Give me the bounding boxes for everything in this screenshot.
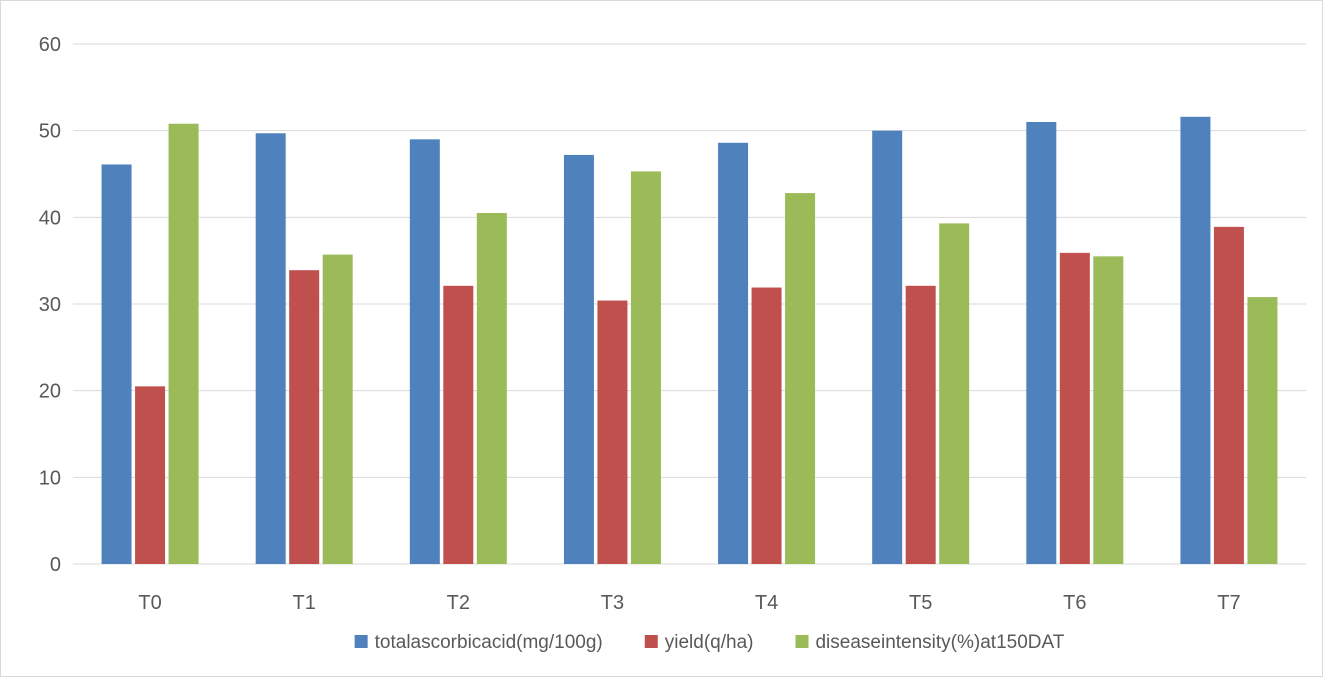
y-tick-label: 10 xyxy=(39,467,61,489)
x-tick-label: T5 xyxy=(909,592,932,614)
legend-swatch xyxy=(354,635,368,648)
legend-item: diseaseintensity(%)at150DAT xyxy=(795,632,1065,653)
y-tick-label: 50 xyxy=(39,121,61,143)
legend-label: totalascorbicacid(mg/100g) xyxy=(375,632,603,653)
bar-T0-series-0 xyxy=(101,164,132,564)
bar-T3-series-0 xyxy=(563,154,594,564)
y-tick-label: 0 xyxy=(50,554,61,576)
bar-T5-series-2 xyxy=(939,223,970,564)
bar-T6-series-0 xyxy=(1026,122,1057,564)
x-axis-tick-labels: T0 T1 T2 T3 T4 T5 T6 T7 xyxy=(138,592,1240,614)
bar-T4-series-2 xyxy=(785,193,816,565)
bar-T0-series-2 xyxy=(168,123,199,564)
bar-T6-series-2 xyxy=(1093,256,1124,564)
bars xyxy=(101,116,1278,565)
legend: totalascorbicacid(mg/100g) yield(q/ha) dis… xyxy=(354,632,1065,653)
legend-label: diseaseintensity(%)at150DAT xyxy=(815,632,1064,653)
y-tick-label: 40 xyxy=(39,207,61,229)
x-tick-label: T3 xyxy=(601,592,624,614)
bar-T5-series-0 xyxy=(872,130,903,564)
bar-T1-series-0 xyxy=(255,133,286,564)
x-tick-label: T7 xyxy=(1217,592,1240,614)
bar-T5-series-1 xyxy=(905,285,936,564)
y-tick-label: 60 xyxy=(39,34,61,56)
bar-T6-series-1 xyxy=(1059,252,1090,564)
bar-T4-series-0 xyxy=(718,142,749,565)
bar-T7-series-2 xyxy=(1247,297,1278,564)
y-axis-tick-labels: 0 10 20 30 40 50 60 xyxy=(39,34,61,576)
legend-item: totalascorbicacid(mg/100g) xyxy=(354,632,603,653)
y-tick-label: 30 xyxy=(39,294,61,316)
legend-swatch xyxy=(795,635,809,648)
bar-T2-series-2 xyxy=(476,213,507,564)
bar-T3-series-1 xyxy=(597,300,628,564)
legend-swatch xyxy=(644,635,658,648)
x-tick-label: T1 xyxy=(293,592,316,614)
bar-T3-series-2 xyxy=(630,171,661,564)
legend-label: yield(q/ha) xyxy=(665,632,754,653)
x-tick-label: T4 xyxy=(755,592,778,614)
bar-T0-series-1 xyxy=(135,386,166,564)
bar-T2-series-0 xyxy=(409,139,440,565)
x-tick-label: T2 xyxy=(447,592,470,614)
bar-T7-series-0 xyxy=(1180,116,1211,565)
bar-T4-series-1 xyxy=(751,287,782,564)
legend-item: yield(q/ha) xyxy=(644,632,754,653)
bar-T1-series-1 xyxy=(289,270,320,564)
bar-T2-series-1 xyxy=(443,285,474,564)
bar-T7-series-1 xyxy=(1213,226,1244,564)
x-tick-label: T6 xyxy=(1063,592,1086,614)
bar-T1-series-2 xyxy=(322,254,353,564)
x-tick-label: T0 xyxy=(138,592,161,614)
y-tick-label: 20 xyxy=(39,381,61,403)
